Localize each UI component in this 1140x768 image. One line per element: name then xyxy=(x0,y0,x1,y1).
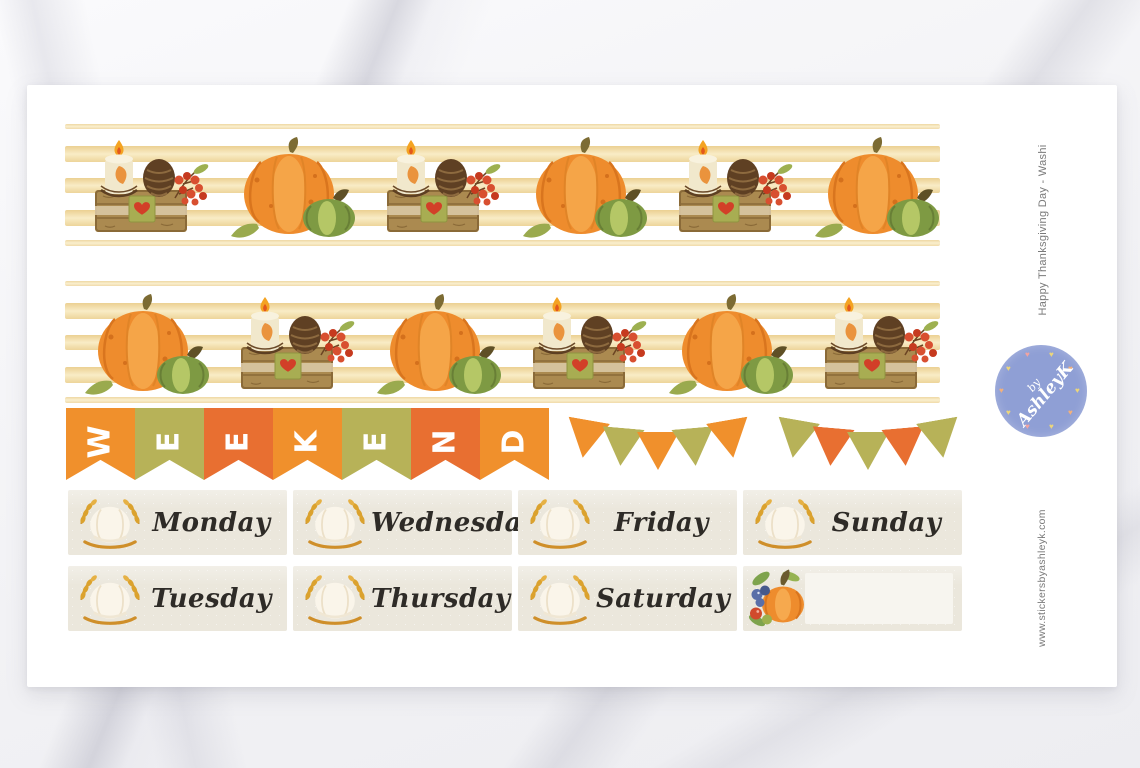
brand-logo: ♥ ♥ ♥ ♥ ♥ ♥ ♥ ♥ ♥ ♥ by AshleyK xyxy=(995,345,1087,437)
washi-strip-bottom xyxy=(65,277,940,407)
heart-icon: ♥ xyxy=(1049,350,1054,359)
bunting-triangle xyxy=(881,426,926,468)
weekend-letter: W xyxy=(82,425,118,459)
day-label: Monday xyxy=(152,507,271,538)
day-sticker-thursday: Thursday xyxy=(293,566,512,631)
website-url: www.stickersbyashleyk.com xyxy=(1036,509,1048,647)
weekend-letter: E xyxy=(151,431,187,453)
heart-icon: ♥ xyxy=(1006,364,1011,373)
bunting-sticker-2 xyxy=(775,420,961,470)
day-label: Thursday xyxy=(371,583,511,614)
heart-icon: ♥ xyxy=(999,386,1004,395)
day-label: Sunday xyxy=(831,507,942,538)
white-pumpkin-wheat-icon xyxy=(77,496,143,549)
heart-icon: ♥ xyxy=(1068,408,1073,417)
day-sticker-tuesday: Tuesday xyxy=(68,566,287,631)
day-label: Friday xyxy=(614,507,709,538)
day-sticker-saturday: Saturday xyxy=(518,566,737,631)
brand-logo-text: by AshleyK xyxy=(1005,352,1078,431)
day-label: Wednesday xyxy=(371,507,538,538)
bunting-triangle xyxy=(847,432,889,470)
day-sticker-monday: Monday xyxy=(68,490,287,555)
bunting-sticker-1 xyxy=(565,420,751,470)
white-pumpkin-wheat-icon xyxy=(77,572,143,625)
washi-strip-top-art xyxy=(65,124,940,246)
blank-writing-area xyxy=(805,573,953,624)
day-sticker-sunday: Sunday xyxy=(743,490,962,555)
heart-icon: ♥ xyxy=(1049,422,1054,431)
bunting-triangle xyxy=(706,417,754,462)
weekend-letter: E xyxy=(358,431,394,453)
pumpkin-berries-icon xyxy=(746,568,805,630)
product-side-label: Happy Thanksgiving Day - Washi xyxy=(1037,144,1049,316)
washi-strip-bottom-art xyxy=(65,281,940,403)
bunting-triangle xyxy=(772,417,820,462)
heart-icon: ♥ xyxy=(1068,364,1073,373)
heart-icon: ♥ xyxy=(1006,408,1011,417)
blank-label-sticker xyxy=(743,566,962,631)
white-pumpkin-wheat-icon xyxy=(527,572,593,625)
weekend-letter: E xyxy=(220,431,256,453)
white-pumpkin-wheat-icon xyxy=(302,496,368,549)
weekend-flag-6: N xyxy=(411,408,480,480)
sticker-sheet: W E E K E N D Monday Wednesday Friday Su… xyxy=(27,85,1117,687)
weekend-flag-3: E xyxy=(204,408,273,480)
weekend-letter: D xyxy=(496,429,532,455)
heart-icon: ♥ xyxy=(1025,422,1030,431)
white-pumpkin-wheat-icon xyxy=(302,572,368,625)
weekend-flag-1: W xyxy=(66,408,135,480)
bunting-triangle xyxy=(916,417,964,462)
day-sticker-wednesday: Wednesday xyxy=(293,490,537,555)
weekend-letter: K xyxy=(289,430,325,454)
weekend-flag-4: K xyxy=(273,408,342,480)
day-sticker-friday: Friday xyxy=(518,490,737,555)
day-label: Saturday xyxy=(596,583,731,614)
weekend-flag-2: E xyxy=(135,408,204,480)
weekend-banner-sticker: W E E K E N D xyxy=(66,408,549,480)
day-label: Tuesday xyxy=(151,583,272,614)
weekend-flag-5: E xyxy=(342,408,411,480)
bunting-triangle xyxy=(637,432,679,470)
white-pumpkin-wheat-icon xyxy=(752,496,818,549)
heart-icon: ♥ xyxy=(1025,350,1030,359)
washi-strip-top xyxy=(65,120,940,250)
weekend-letter: N xyxy=(427,429,463,455)
bunting-triangle xyxy=(562,417,610,462)
weekend-flag-7: D xyxy=(480,408,549,480)
heart-icon: ♥ xyxy=(1075,386,1080,395)
bunting-triangle xyxy=(671,426,716,468)
white-pumpkin-wheat-icon xyxy=(527,496,593,549)
